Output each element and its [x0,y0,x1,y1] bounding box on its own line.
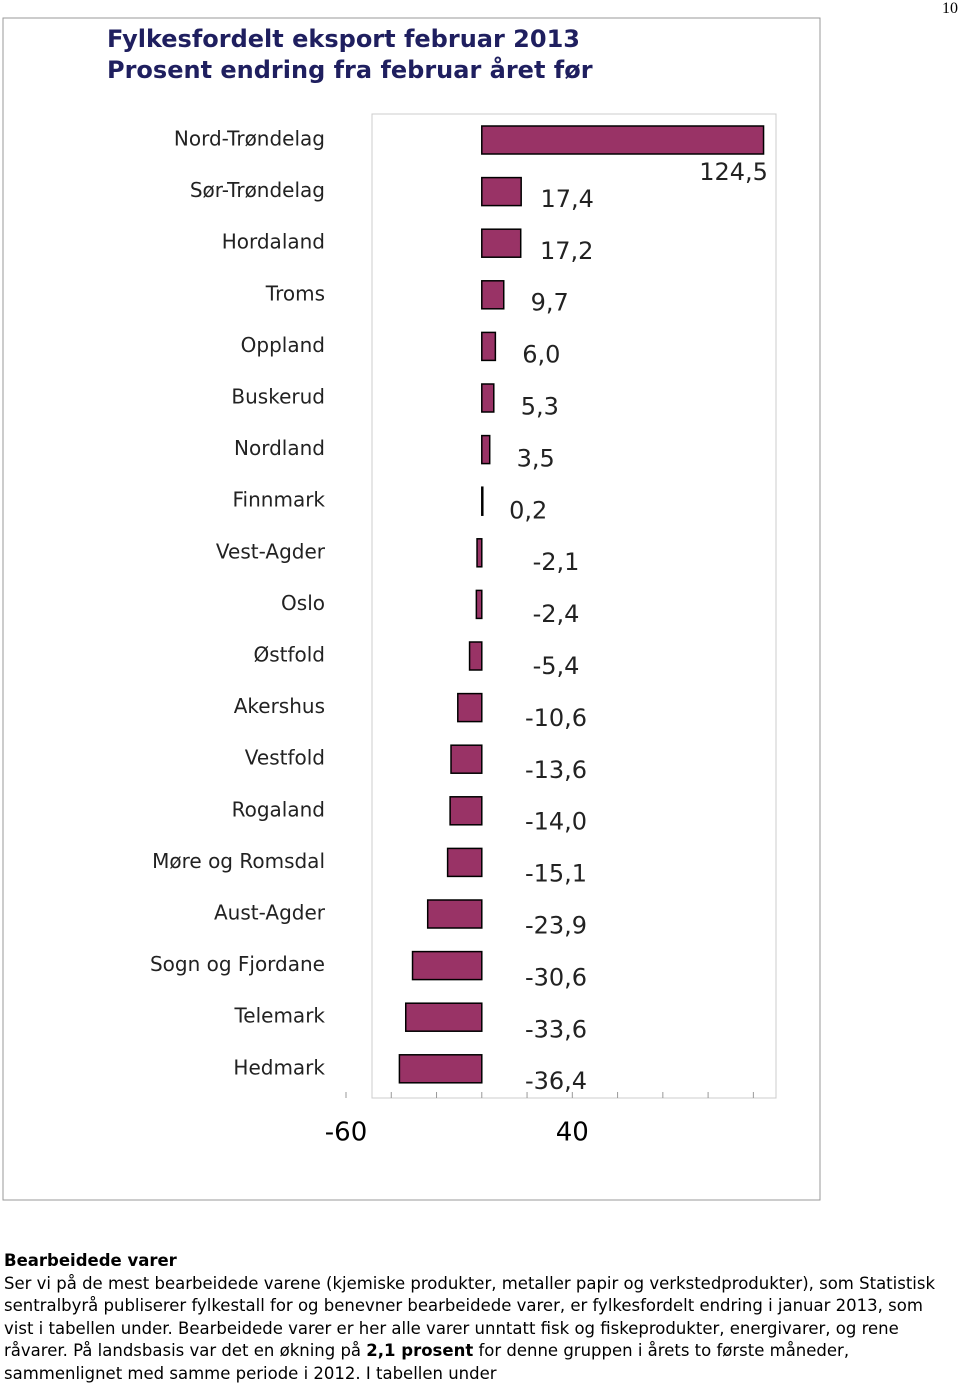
category-label: Hedmark [233,1055,325,1079]
chart-subtitle: Prosent endring fra februar året før [107,55,593,84]
category-label: Vestfold [245,746,325,770]
bar [476,590,481,618]
value-label: 5,3 [521,393,559,421]
category-label: Troms [265,281,325,305]
value-label: 124,5 [699,158,768,186]
value-label: -36,4 [525,1067,587,1095]
value-label: -33,6 [525,1015,587,1043]
bar [428,900,482,928]
value-label: 3,5 [517,444,555,472]
bar [399,1055,481,1083]
category-label: Aust-Agder [214,901,326,925]
x-tick-label: 40 [556,1118,589,1148]
bar [448,848,482,876]
value-label: 17,4 [540,185,593,213]
bar [482,436,490,464]
bar [477,539,482,567]
bar [482,178,521,206]
bar [450,797,482,825]
value-label: -2,1 [533,548,580,576]
bar [482,487,483,515]
category-label: Telemark [233,1004,325,1028]
value-label: -10,6 [525,704,587,732]
heading: Bearbeidede varer [4,1250,956,1273]
text-block: Bearbeidede varer Ser vi på de mest bear… [4,1250,956,1385]
category-label: Finnmark [233,488,326,512]
value-label: 17,2 [540,237,593,265]
bar [406,1003,482,1031]
bar [482,332,496,360]
category-label: Buskerud [231,385,325,409]
value-label: -30,6 [525,963,587,991]
category-label: Oslo [281,591,325,615]
category-label: Nordland [234,436,325,460]
category-label: Rogaland [232,797,325,821]
category-label: Hordaland [222,230,325,254]
bar [470,642,482,670]
value-label: -2,4 [533,600,580,628]
value-label: 0,2 [509,496,547,524]
category-label: Akershus [234,694,325,718]
category-label: Oppland [241,333,325,357]
category-label: Vest-Agder [216,539,326,563]
value-label: -23,9 [525,912,587,940]
bar [482,384,494,412]
chart: Fylkesfordelt eksport februar 2013 Prose… [0,0,960,1210]
category-label: Sør-Trøndelag [190,178,325,202]
x-tick-label: -60 [325,1118,367,1148]
value-label: -14,0 [525,808,587,836]
category-label: Sogn og Fjordane [150,952,325,976]
paragraph: Ser vi på de mest bearbeidede varene (kj… [4,1273,956,1385]
category-label: Nord-Trøndelag [174,127,325,151]
value-label: 9,7 [531,289,569,317]
text-run-bold: 2,1 prosent [366,1341,473,1360]
bar [482,229,521,257]
value-label: -15,1 [525,860,587,888]
bar [413,952,482,980]
value-label: -5,4 [533,652,580,680]
bar [482,281,504,309]
bar [482,126,764,154]
value-label: 6,0 [522,341,560,369]
value-label: -13,6 [525,756,587,784]
bar [458,694,482,722]
chart-title: Fylkesfordelt eksport februar 2013 [107,25,580,53]
bar [451,745,482,773]
category-label: Møre og Romsdal [152,849,325,873]
category-label: Østfold [253,643,325,667]
